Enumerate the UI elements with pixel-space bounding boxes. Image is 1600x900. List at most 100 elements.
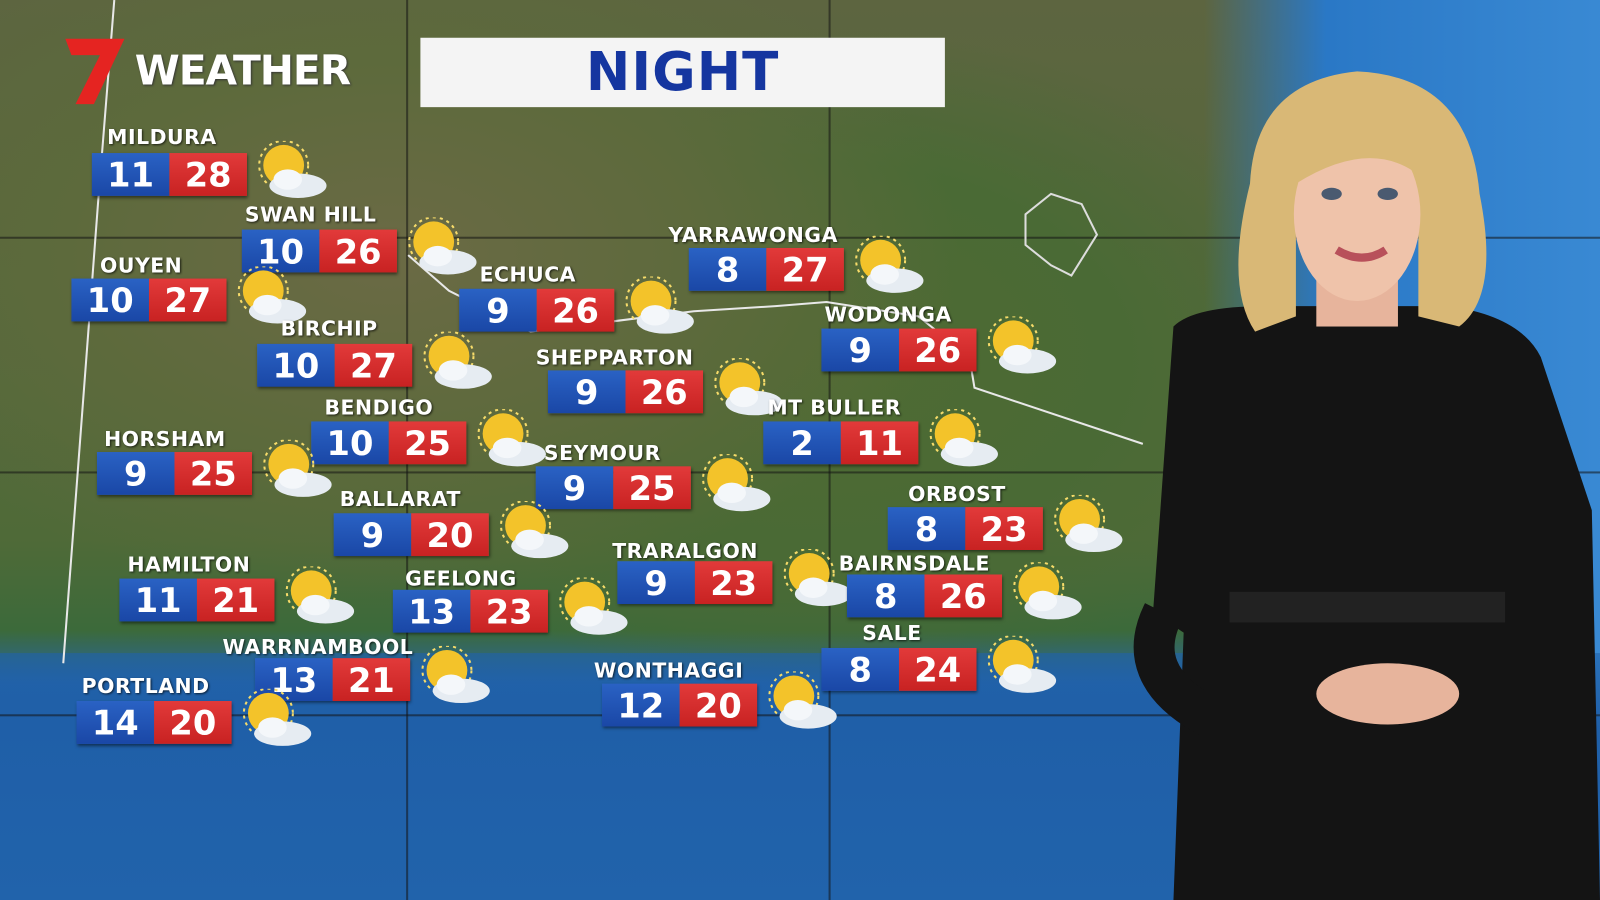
min-temp: 9: [333, 513, 412, 557]
sun-behind-cloud-icon: [616, 275, 698, 340]
temperature-box: 2 11: [763, 421, 919, 465]
temperature-box: 8 23: [887, 507, 1043, 550]
temperature-box: 10 26: [241, 229, 397, 273]
temperature-box: 9 25: [535, 466, 691, 510]
sun-behind-cloud-icon: [468, 408, 550, 472]
min-temp: 9: [96, 452, 175, 495]
sun-behind-cloud-icon: [774, 547, 856, 612]
max-temp: 23: [965, 507, 1043, 550]
max-temp: 27: [766, 247, 844, 291]
max-temp: 23: [694, 561, 773, 605]
min-temp: 13: [255, 658, 333, 702]
max-temp: 27: [148, 278, 227, 322]
city-name: OUYEN: [99, 253, 183, 278]
min-temp: 10: [311, 421, 389, 465]
max-temp: 26: [625, 370, 704, 414]
city-name: WODONGA: [824, 302, 952, 327]
temperature-box: 10 25: [311, 421, 467, 465]
min-temp: 9: [535, 466, 614, 510]
grid-line: [0, 471, 1600, 474]
city-name: SALE: [862, 620, 922, 645]
seven-logo-icon: [63, 37, 126, 106]
min-temp: 9: [821, 328, 899, 372]
city-name: WONTHAGGI: [593, 658, 744, 683]
sun-behind-cloud-icon: [414, 330, 496, 395]
city-name: GEELONG: [405, 566, 517, 591]
city-name: MILDURA: [107, 124, 217, 149]
temperature-box: 13 23: [392, 589, 548, 633]
city-name: TRARALGON: [612, 538, 758, 564]
min-temp: 11: [91, 153, 170, 196]
temperature-box: 10 27: [71, 278, 227, 322]
city-name: YARRAWONGA: [668, 222, 838, 247]
city-name: SHEPPARTON: [535, 344, 694, 370]
city-name: SWAN HILL: [244, 202, 377, 227]
sun-behind-cloud-icon: [249, 139, 331, 204]
temperature-box: 11 28: [91, 153, 247, 196]
temperature-box: 13 21: [255, 658, 411, 702]
sun-behind-cloud-icon: [846, 234, 928, 299]
forecast-title-banner: NIGHT: [420, 37, 945, 108]
max-temp: 26: [898, 328, 977, 372]
sun-behind-cloud-icon: [705, 357, 787, 421]
temperature-box: 10 27: [257, 343, 413, 387]
city-name: BALLARAT: [339, 486, 461, 512]
min-temp: 9: [547, 370, 626, 414]
temperature-box: 9 25: [96, 452, 253, 495]
max-temp: 25: [174, 452, 253, 495]
sun-behind-cloud-icon: [254, 438, 336, 503]
max-temp: 21: [332, 658, 411, 702]
sun-behind-cloud-icon: [1004, 561, 1086, 625]
min-temp: 10: [71, 278, 149, 322]
max-temp: 26: [924, 574, 1003, 618]
temperature-box: 9 26: [547, 370, 704, 414]
min-temp: 2: [763, 421, 841, 465]
city-name: BENDIGO: [324, 394, 434, 420]
min-temp: 13: [392, 589, 471, 633]
sun-behind-cloud-icon: [979, 315, 1061, 379]
max-temp: 26: [319, 229, 397, 273]
max-temp: 20: [154, 701, 232, 744]
max-temp: 26: [536, 288, 615, 332]
city-name: BIRCHIP: [280, 316, 378, 341]
min-temp: 9: [617, 561, 695, 605]
min-temp: 12: [602, 683, 680, 727]
min-temp: 8: [887, 507, 966, 550]
grid-line: [0, 236, 1600, 239]
sun-behind-cloud-icon: [399, 216, 481, 280]
city-name: ORBOST: [908, 481, 1006, 507]
sun-behind-cloud-icon: [920, 408, 1002, 472]
min-temp: 10: [257, 343, 335, 387]
logo-text: WEATHER: [134, 47, 352, 95]
min-temp: 9: [459, 288, 537, 332]
city-name: ECHUCA: [479, 262, 576, 287]
city-name: MT BULLER: [767, 394, 902, 420]
temperature-box: 9 20: [333, 513, 489, 557]
min-temp: 8: [688, 247, 767, 291]
forecast-title: NIGHT: [585, 41, 780, 104]
max-temp: 27: [334, 343, 413, 387]
min-temp: 10: [241, 229, 320, 273]
max-temp: 25: [613, 466, 691, 510]
temperature-box: 9 26: [821, 328, 977, 372]
max-temp: 20: [679, 683, 758, 727]
min-temp: 14: [76, 701, 155, 744]
temperature-box: 11 21: [119, 578, 275, 622]
sun-behind-cloud-icon: [229, 265, 311, 329]
temperature-box: 8 26: [846, 574, 1003, 618]
max-temp: 25: [388, 421, 467, 465]
sun-behind-cloud-icon: [234, 687, 316, 752]
city-name: BAIRNSDALE: [838, 551, 990, 576]
sun-behind-cloud-icon: [759, 670, 841, 734]
city-name: HAMILTON: [127, 552, 251, 577]
city-name: WARRNAMBOOL: [222, 634, 414, 660]
min-temp: 8: [821, 647, 899, 691]
sun-behind-cloud-icon: [550, 576, 632, 641]
seven-weather-logo: WEATHER: [63, 37, 352, 106]
sun-behind-cloud-icon: [491, 499, 573, 564]
sun-behind-cloud-icon: [693, 453, 775, 517]
sun-behind-cloud-icon: [277, 565, 359, 629]
sun-behind-cloud-icon: [979, 634, 1061, 699]
sun-behind-cloud-icon: [1045, 493, 1127, 558]
